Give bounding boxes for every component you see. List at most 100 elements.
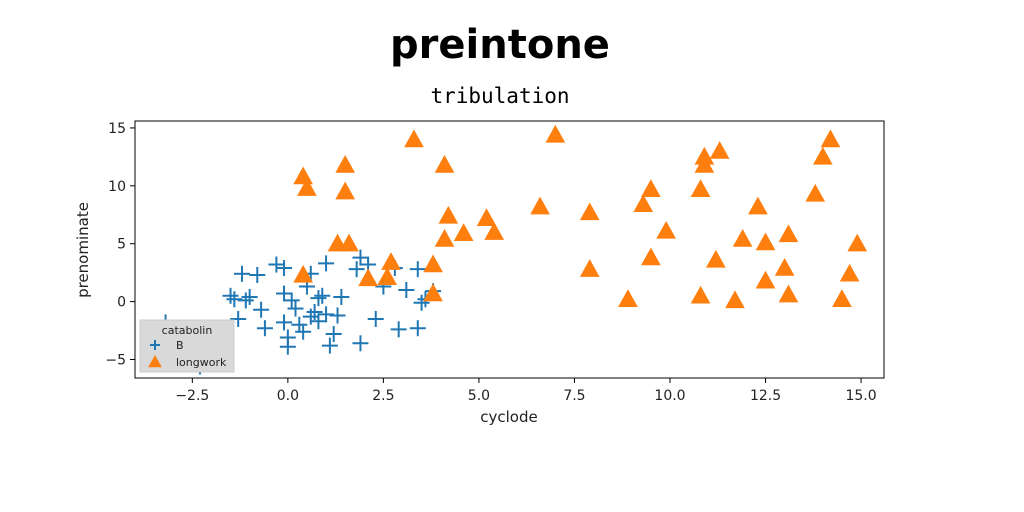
legend-label-b: B xyxy=(176,339,184,352)
data-point-longwork xyxy=(778,224,799,243)
data-point-B xyxy=(318,306,335,323)
data-point-longwork xyxy=(339,233,359,252)
data-point-B xyxy=(367,310,384,327)
data-point-B xyxy=(413,294,430,311)
x-tick-label: −2.5 xyxy=(175,388,209,404)
data-point-B xyxy=(314,287,331,304)
data-point-B xyxy=(321,337,338,354)
y-axis: −5 0 5 10 15 xyxy=(105,121,135,368)
data-point-longwork xyxy=(839,263,860,282)
data-point-longwork xyxy=(641,179,661,198)
data-point-longwork xyxy=(755,270,776,289)
legend-swatch-plus xyxy=(150,340,160,350)
x-tick-label: 2.5 xyxy=(372,388,394,404)
legend-item-b[interactable]: B xyxy=(150,339,184,352)
data-point-longwork xyxy=(423,254,443,273)
data-point-longwork xyxy=(453,223,474,241)
data-point-B xyxy=(222,287,239,304)
data-point-B xyxy=(306,304,323,321)
data-point-longwork xyxy=(545,124,566,143)
data-point-longwork xyxy=(293,264,313,283)
x-tick-label: 12.5 xyxy=(750,388,781,404)
data-point-B xyxy=(256,320,273,337)
data-point-B xyxy=(253,301,270,318)
legend-item-longwork[interactable]: longwork xyxy=(148,354,227,369)
data-point-longwork xyxy=(476,208,497,226)
data-point-B xyxy=(333,288,350,305)
y-tick-label: −5 xyxy=(105,352,126,368)
x-tick-label: 10.0 xyxy=(654,388,685,404)
data-point-B xyxy=(352,335,369,352)
data-point-longwork xyxy=(656,220,677,239)
data-point-longwork xyxy=(748,196,768,215)
data-point-B xyxy=(283,292,300,309)
y-tick-label: 15 xyxy=(108,121,126,137)
data-point-B xyxy=(310,290,327,307)
data-point-B xyxy=(226,291,243,308)
data-point-B xyxy=(310,313,327,330)
data-point-longwork xyxy=(293,166,313,185)
data-point-longwork xyxy=(579,202,600,221)
data-point-longwork xyxy=(813,146,833,165)
chart-subtitle: tribulation xyxy=(430,84,570,108)
data-point-B xyxy=(329,307,346,324)
data-point-longwork xyxy=(755,232,776,251)
data-point-longwork xyxy=(706,249,726,268)
data-point-longwork xyxy=(633,194,654,213)
data-points xyxy=(157,124,868,375)
data-point-longwork xyxy=(832,289,852,307)
data-point-longwork xyxy=(820,129,841,148)
legend-marker-triangle-icon xyxy=(148,354,162,368)
data-point-longwork xyxy=(690,179,711,198)
data-point-longwork xyxy=(381,252,401,270)
data-point-longwork xyxy=(335,154,356,173)
data-point-longwork xyxy=(530,196,550,215)
data-point-longwork xyxy=(377,267,398,285)
data-point-B xyxy=(318,255,335,272)
data-point-B xyxy=(230,310,247,327)
data-point-longwork xyxy=(297,178,317,196)
legend-label-longwork: longwork xyxy=(176,356,227,369)
data-point-longwork xyxy=(438,205,459,224)
data-point-longwork xyxy=(579,259,600,277)
x-tick-label: 5.0 xyxy=(468,388,490,404)
data-point-longwork xyxy=(358,268,378,287)
plot-area xyxy=(134,120,885,379)
data-point-B xyxy=(276,285,293,302)
data-point-B xyxy=(295,323,312,340)
data-point-B xyxy=(276,314,293,331)
data-point-longwork xyxy=(805,183,826,202)
x-axis: −2.5 0.0 2.5 5.0 7.5 10.0 12.5 15.0 xyxy=(175,378,877,404)
x-tick-label: 15.0 xyxy=(845,388,876,404)
chart-title: preintone xyxy=(390,22,610,68)
y-axis-label: prenominate xyxy=(74,202,92,298)
legend-title: catabolin xyxy=(162,324,213,337)
y-tick-label: 0 xyxy=(117,295,126,311)
data-point-longwork xyxy=(434,154,455,173)
data-point-longwork xyxy=(618,289,638,307)
data-point-longwork xyxy=(404,129,424,148)
data-point-B xyxy=(287,300,304,317)
y-tick-label: 5 xyxy=(117,237,126,253)
x-tick-label: 0.0 xyxy=(277,388,299,404)
data-point-B xyxy=(352,249,369,266)
legend-marker-plus-icon xyxy=(150,340,160,350)
x-tick-label: 7.5 xyxy=(563,388,585,404)
data-point-longwork xyxy=(847,233,868,252)
data-point-B xyxy=(276,260,293,277)
legend[interactable]: catabolin B longwork xyxy=(139,319,235,373)
data-point-B xyxy=(409,261,426,278)
data-point-B xyxy=(279,338,296,355)
data-point-longwork xyxy=(778,284,799,303)
data-point-B xyxy=(390,321,407,338)
data-point-longwork xyxy=(725,290,745,309)
data-point-B xyxy=(237,292,254,309)
data-point-B xyxy=(234,265,250,282)
data-point-longwork xyxy=(434,229,455,247)
data-point-B xyxy=(249,266,266,283)
data-point-longwork xyxy=(335,181,356,200)
data-point-longwork xyxy=(690,285,711,304)
data-point-longwork xyxy=(774,257,795,276)
x-axis-label: cyclode xyxy=(480,408,537,426)
data-point-B xyxy=(268,256,285,273)
